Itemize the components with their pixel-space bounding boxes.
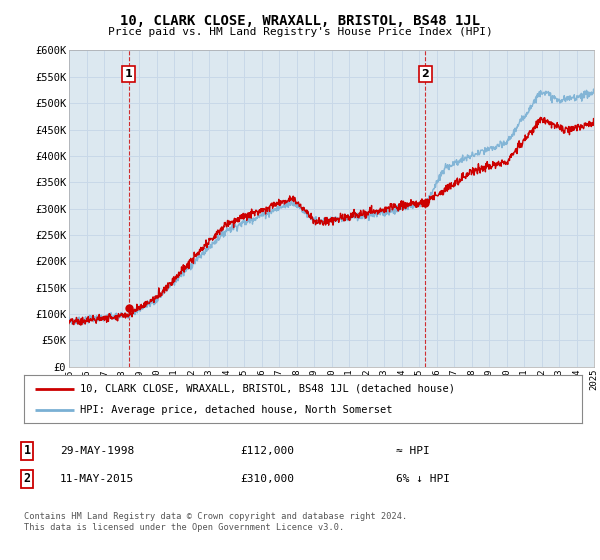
Text: 2: 2 <box>421 69 429 79</box>
Text: 6% ↓ HPI: 6% ↓ HPI <box>396 474 450 484</box>
Text: 10, CLARK CLOSE, WRAXALL, BRISTOL, BS48 1JL (detached house): 10, CLARK CLOSE, WRAXALL, BRISTOL, BS48 … <box>80 384 455 394</box>
Text: £112,000: £112,000 <box>240 446 294 456</box>
Text: 1: 1 <box>23 444 31 458</box>
Text: 29-MAY-1998: 29-MAY-1998 <box>60 446 134 456</box>
Text: 10, CLARK CLOSE, WRAXALL, BRISTOL, BS48 1JL: 10, CLARK CLOSE, WRAXALL, BRISTOL, BS48 … <box>120 14 480 28</box>
Text: ≈ HPI: ≈ HPI <box>396 446 430 456</box>
Text: 2: 2 <box>23 472 31 486</box>
Text: HPI: Average price, detached house, North Somerset: HPI: Average price, detached house, Nort… <box>80 405 392 415</box>
Text: 1: 1 <box>125 69 133 79</box>
Text: 11-MAY-2015: 11-MAY-2015 <box>60 474 134 484</box>
Text: Price paid vs. HM Land Registry's House Price Index (HPI): Price paid vs. HM Land Registry's House … <box>107 27 493 37</box>
Text: £310,000: £310,000 <box>240 474 294 484</box>
Text: Contains HM Land Registry data © Crown copyright and database right 2024.
This d: Contains HM Land Registry data © Crown c… <box>24 512 407 532</box>
